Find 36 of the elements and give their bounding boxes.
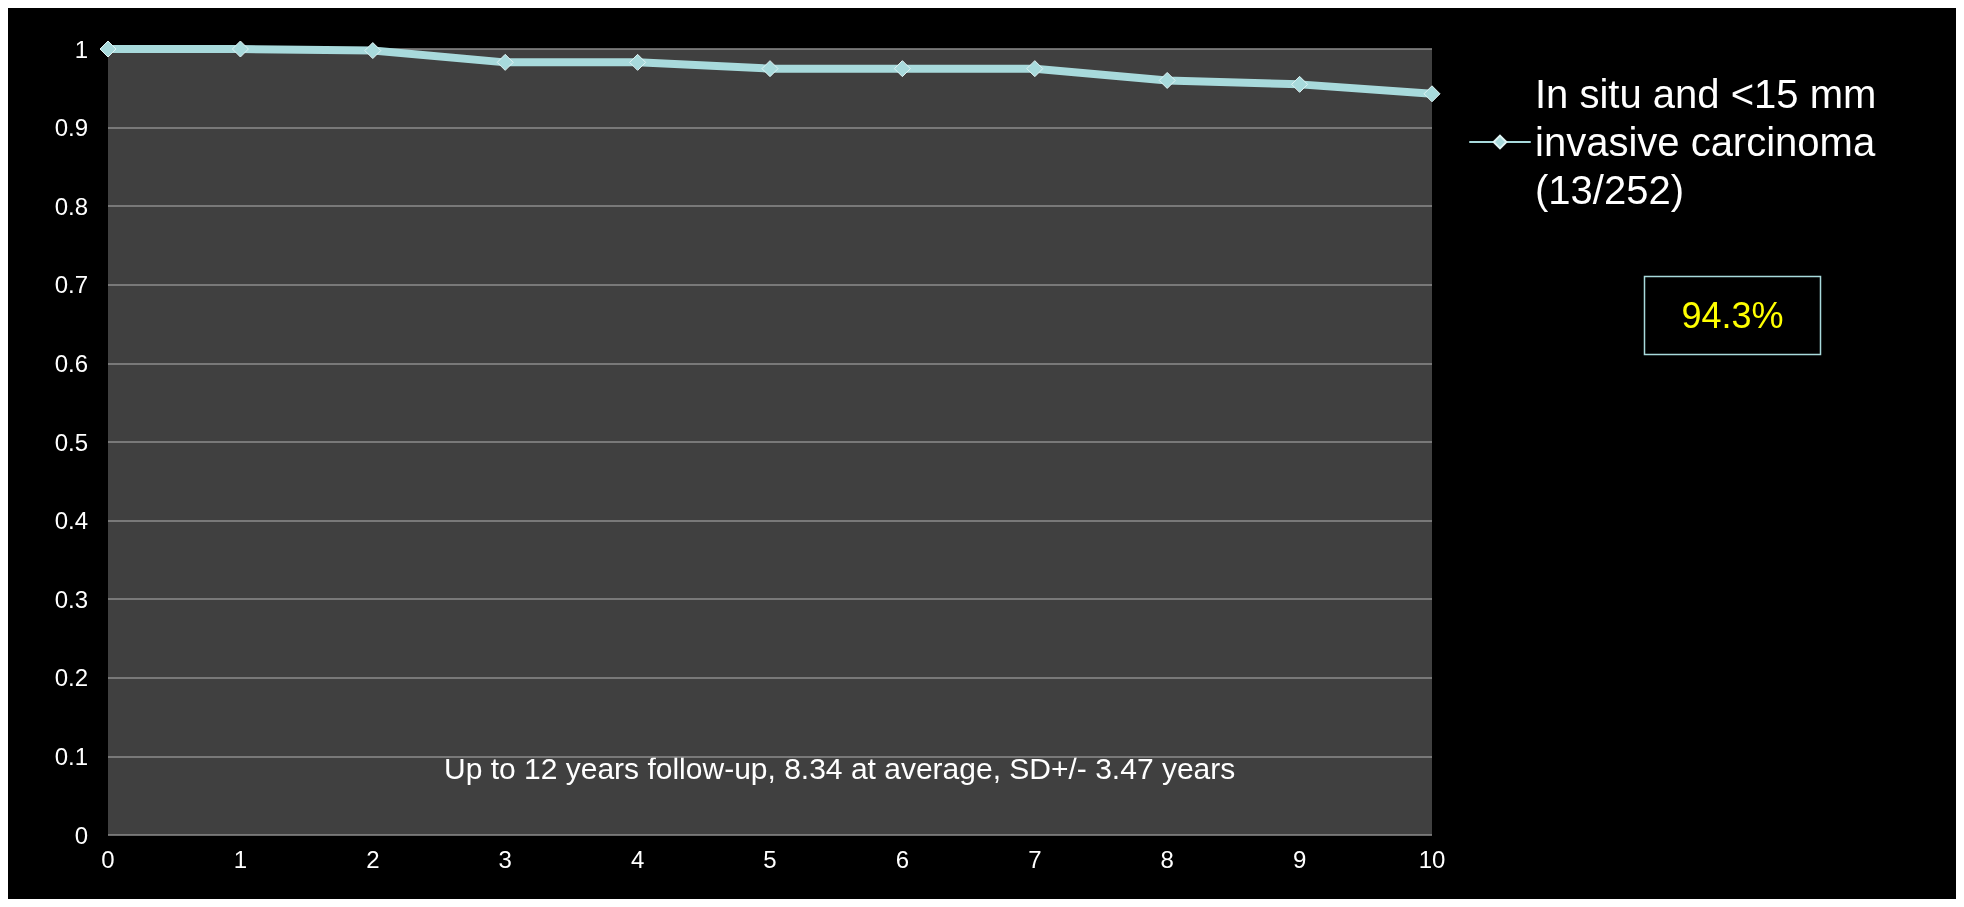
x-tick-label: 3 [498, 845, 512, 873]
x-tick-label: 0 [101, 845, 115, 873]
x-tick-label: 8 [1160, 845, 1174, 873]
y-tick-label: 0.1 [54, 742, 88, 770]
point [364, 42, 382, 60]
legend-label: In situ and <15 mm invasive carcinoma (13/252) [1535, 72, 1888, 212]
point [761, 60, 779, 78]
y-tick-label: 0 [74, 821, 88, 849]
y-tick-label: 0.5 [54, 428, 88, 456]
point [496, 53, 514, 71]
point [231, 40, 249, 58]
x-tick-label: 6 [895, 845, 910, 873]
y-tick-label: 0.9 [54, 114, 88, 142]
y-tick-label: 0.7 [54, 271, 88, 299]
x-tick-label: 4 [630, 845, 645, 873]
x-tick-label: 10 [1418, 845, 1446, 873]
x-tick-label: 7 [1028, 845, 1042, 873]
text: 94.3% [1681, 295, 1784, 336]
annotation: Up to 12 years follow-up, 8.34 at average, SD+/- 3.47 years [444, 751, 1236, 785]
x-tick-label: 9 [1292, 845, 1307, 873]
y-tick-label: 0.6 [54, 349, 88, 377]
y-tick-label: 0.4 [54, 507, 88, 535]
point [893, 60, 911, 78]
y-tick-label: 0.8 [54, 192, 88, 220]
point [99, 40, 117, 58]
y-tick-label: 1 [74, 35, 88, 63]
point [629, 53, 647, 71]
point [1158, 71, 1176, 89]
x-tick-label: 2 [366, 845, 380, 873]
point [1423, 85, 1441, 103]
x-tick-label: 1 [233, 845, 248, 873]
point [1026, 60, 1044, 78]
y-tick-label: 0.2 [54, 664, 88, 692]
point [1291, 75, 1309, 93]
x-tick-label: 5 [763, 845, 777, 873]
y-tick-label: 0.3 [54, 585, 88, 613]
